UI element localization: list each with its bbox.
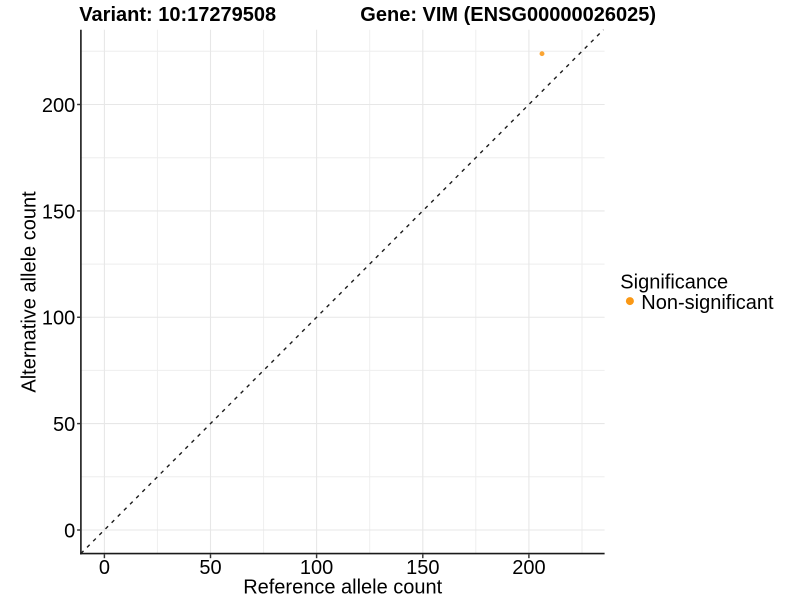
svg-text:Non-significant: Non-significant — [641, 292, 774, 314]
svg-text:Alternative allele count: Alternative allele count — [18, 191, 40, 393]
svg-text:0: 0 — [64, 520, 75, 542]
svg-text:0: 0 — [99, 557, 110, 579]
svg-text:100: 100 — [42, 308, 75, 330]
svg-text:Significance: Significance — [620, 272, 728, 294]
svg-text:Reference allele count: Reference allele count — [243, 577, 442, 599]
svg-text:150: 150 — [42, 201, 75, 223]
svg-text:200: 200 — [512, 557, 545, 579]
svg-text:100: 100 — [300, 557, 333, 579]
svg-text:50: 50 — [199, 557, 221, 579]
svg-text:50: 50 — [53, 414, 75, 436]
svg-text:200: 200 — [42, 95, 75, 117]
svg-text:150: 150 — [406, 557, 439, 579]
svg-text:Variant: 10:17279508: Variant: 10:17279508 — [79, 4, 276, 26]
svg-text:Gene: VIM (ENSG00000026025): Gene: VIM (ENSG00000026025) — [360, 4, 656, 26]
